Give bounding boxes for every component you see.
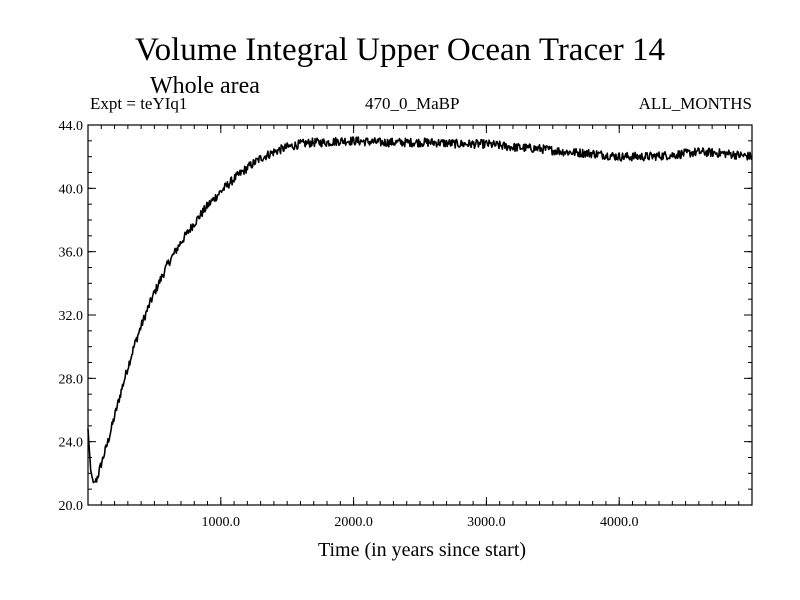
chart-subtitle: Whole area [150,73,260,99]
plot-frame [87,124,753,506]
y-tick-label: 24.0 [59,436,84,451]
axis-ticks [88,124,752,506]
experiment-label: Expt = teYIq1 [90,94,188,113]
y-tick-label: 28.0 [59,372,84,387]
run-label: 470_0_MaBP [365,94,460,113]
x-tick-label: 1000.0 [202,515,241,530]
y-tick-label: 44.0 [59,119,84,134]
x-axis-label: Time (in years since start) [318,539,526,561]
y-tick-label: 40.0 [59,182,84,197]
period-label: ALL_MONTHS [638,94,752,113]
axis-tick-labels: 1000.0 2000.0 3000.0 4000.0 20.0 24.0 28.0 32.0… [59,119,639,530]
x-tick-label: 2000.0 [334,515,373,530]
y-tick-label: 32.0 [59,309,84,324]
chart-title: Volume Integral Upper Ocean Tracer 14 [135,32,665,68]
series-line [87,136,753,484]
y-tick-label: 20.0 [59,499,84,514]
x-tick-label: 4000.0 [600,515,639,530]
x-tick-label: 3000.0 [467,515,506,530]
y-tick-label: 36.0 [59,246,84,261]
